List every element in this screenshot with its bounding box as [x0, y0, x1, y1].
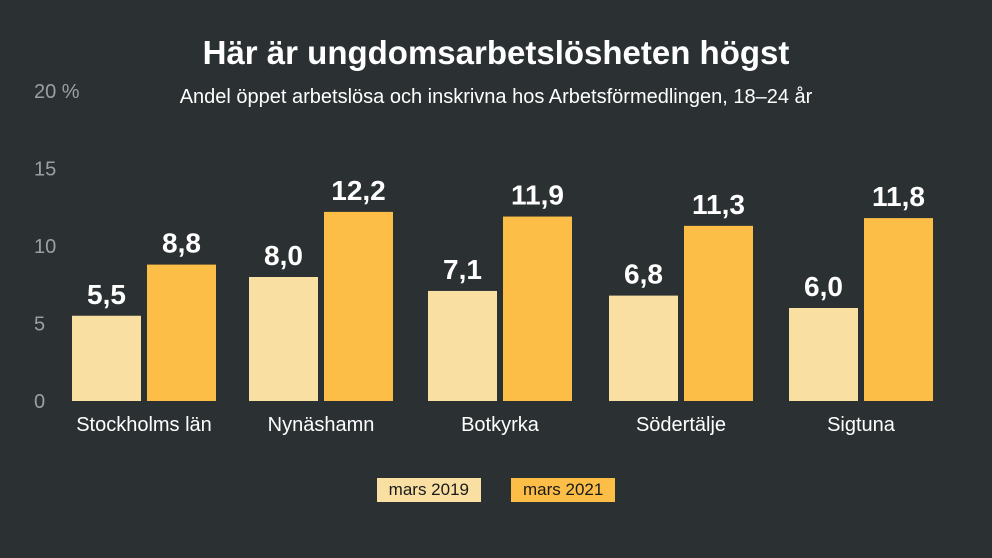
category-label: Stockholms län [76, 414, 212, 436]
data-label: 6,8 [624, 259, 663, 290]
category-label: Botkyrka [461, 414, 540, 436]
bar-mars-2019 [72, 315, 141, 401]
data-label: 5,5 [87, 279, 126, 310]
category-label: Sigtuna [827, 414, 896, 436]
legend-item-mars-2019: mars 2019 [376, 478, 481, 502]
data-label: 12,2 [331, 175, 386, 206]
legend-item-mars-2021: mars 2021 [511, 478, 616, 502]
bar-mars-2021 [324, 211, 393, 401]
chart-subtitle: Andel öppet arbetslösa och inskrivna hos… [179, 86, 813, 108]
bar-mars-2021 [864, 218, 933, 401]
bar-mars-2019 [249, 277, 318, 401]
legend: mars 2019 mars 2021 [0, 478, 992, 502]
data-label: 8,0 [264, 240, 303, 271]
data-label: 8,8 [162, 228, 201, 259]
bar-mars-2021 [503, 216, 572, 401]
y-tick-label: 10 [34, 236, 56, 258]
data-label: 11,3 [692, 189, 745, 220]
y-tick-label: 20 % [34, 81, 80, 103]
data-label: 11,8 [872, 181, 925, 212]
category-label: Nynäshamn [268, 414, 375, 436]
bar-mars-2021 [684, 225, 753, 401]
bar-mars-2019 [609, 295, 678, 401]
y-tick-label: 0 [34, 391, 45, 413]
data-label: 6,0 [804, 271, 843, 302]
data-label: 11,9 [511, 180, 564, 211]
bar-mars-2019 [789, 308, 858, 401]
category-label: Södertälje [636, 414, 726, 436]
bar-mars-2019 [428, 290, 497, 401]
y-tick-label: 15 [34, 159, 56, 181]
bar-mars-2021 [147, 264, 216, 401]
data-label: 7,1 [443, 254, 482, 285]
y-tick-label: 5 [34, 314, 45, 336]
chart-title: Här är ungdomsarbetslösheten högst [202, 34, 790, 71]
